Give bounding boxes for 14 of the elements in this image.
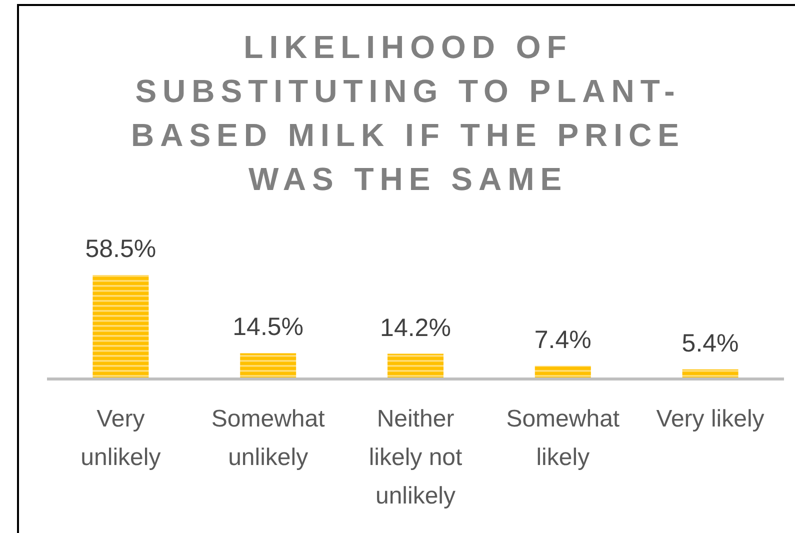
bar bbox=[92, 275, 149, 379]
data-label: 7.4% bbox=[534, 326, 592, 354]
chart-title: LIKELIHOOD OF SUBSTITUTING TO PLANT-BASED MILK IF THE PRICE WAS THE SAME bbox=[130, 28, 686, 199]
x-tick-label: Neither likely not unlikely bbox=[368, 406, 463, 510]
x-tick-label: Somewhat likely bbox=[506, 406, 620, 471]
data-label: 14.2% bbox=[380, 314, 451, 342]
x-tick-label: Somewhat unlikely bbox=[211, 406, 326, 471]
data-label: 5.4% bbox=[682, 329, 739, 358]
x-tick-label: Very unlikely bbox=[80, 406, 161, 471]
bar bbox=[240, 353, 296, 379]
data-label: 58.5% bbox=[85, 235, 156, 263]
data-label: 14.5% bbox=[232, 313, 304, 342]
x-tick-label: Very likely bbox=[656, 406, 764, 433]
bar bbox=[387, 354, 444, 379]
